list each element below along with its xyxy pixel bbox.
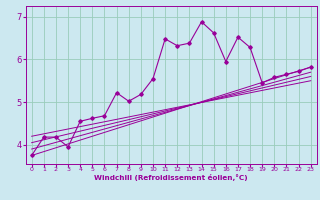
- X-axis label: Windchill (Refroidissement éolien,°C): Windchill (Refroidissement éolien,°C): [94, 174, 248, 181]
